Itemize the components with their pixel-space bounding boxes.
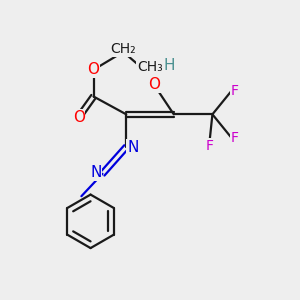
- Text: H: H: [164, 58, 175, 73]
- Text: CH₂: CH₂: [110, 42, 136, 56]
- Text: F: F: [231, 84, 239, 98]
- Text: O: O: [148, 77, 160, 92]
- Text: N: N: [90, 165, 102, 180]
- Text: N: N: [127, 140, 138, 154]
- Text: CH₃: CH₃: [137, 60, 163, 74]
- Text: F: F: [206, 139, 213, 152]
- Text: F: F: [231, 131, 239, 145]
- Text: O: O: [88, 62, 100, 77]
- Text: O: O: [73, 110, 85, 125]
